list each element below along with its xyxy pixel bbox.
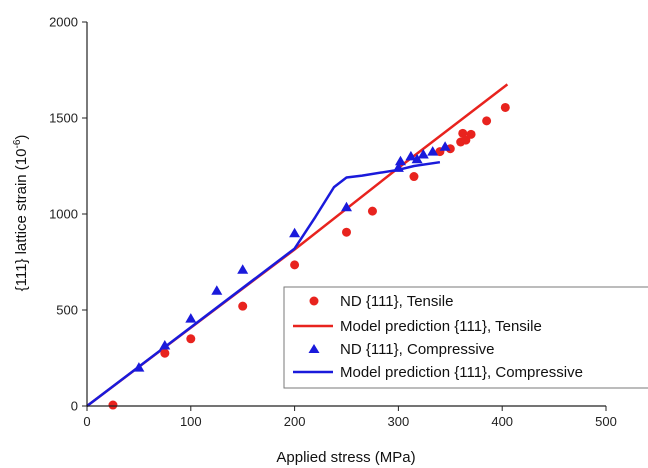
y-axis-label: {111} lattice strain (10-6) — [12, 135, 30, 292]
legend-marker-triangle — [308, 344, 320, 353]
data-point-circle — [458, 128, 468, 138]
data-point-triangle — [159, 340, 171, 350]
data-point-circle — [461, 135, 471, 145]
data-point-circle — [186, 334, 196, 344]
legend-item-compressive-points: ND {111}, Compressive — [308, 341, 495, 358]
plot-area — [86, 83, 510, 410]
x-tick-label: 500 — [595, 414, 617, 429]
legend-label: ND {111}, Tensile — [340, 293, 453, 310]
x-axis-label: Applied stress (MPa) — [276, 449, 415, 466]
data-point-circle — [342, 227, 351, 237]
x-tick-label: 300 — [388, 414, 410, 429]
legend-item-compressive-model: Model prediction {111}, Compressive — [293, 364, 583, 381]
data-point-triangle — [427, 146, 439, 156]
data-point-triangle — [395, 155, 406, 166]
data-point-circle — [500, 102, 510, 112]
series-line — [86, 160, 441, 407]
data-point-triangle — [439, 141, 451, 151]
data-point-triangle — [417, 149, 429, 159]
data-point-circle — [290, 260, 300, 270]
y-tick-label: 2000 — [49, 15, 78, 30]
x-tick-label: 100 — [180, 414, 202, 429]
legend-item-tensile-points: ND {111}, Tensile — [309, 293, 453, 310]
data-point-triangle — [237, 264, 249, 274]
data-point-triangle — [211, 285, 223, 295]
data-point-triangle — [392, 162, 404, 172]
x-tick-label: 400 — [491, 414, 513, 429]
data-point-triangle — [185, 313, 197, 323]
legend-item-tensile-model: Model prediction {111}, Tensile — [293, 318, 542, 335]
data-point-circle — [108, 400, 118, 410]
data-point-circle — [367, 206, 377, 216]
legend-marker-circle — [309, 296, 319, 306]
x-tick-label: 200 — [284, 414, 306, 429]
data-point-triangle — [411, 153, 423, 164]
y-axis-label-close: ) — [13, 135, 30, 140]
y-tick-label: 1000 — [49, 207, 78, 222]
data-point-circle — [482, 116, 492, 126]
data-point-circle — [409, 172, 419, 182]
y-axis-label-superscript: -6 — [12, 139, 23, 148]
data-point-circle — [238, 301, 248, 311]
x-tick-label: 0 — [83, 414, 90, 429]
y-tick-label: 500 — [56, 303, 78, 318]
legend-label: ND {111}, Compressive — [340, 341, 495, 358]
legend-label: Model prediction {111}, Tensile — [340, 318, 542, 335]
legend: ND {111}, Tensile Model prediction {111}… — [283, 286, 648, 389]
y-tick-label: 0 — [71, 399, 78, 414]
ticks: 0 100 200 300 400 500 0 500 1000 1500 2000 — [49, 15, 617, 430]
y-tick-label: 1500 — [49, 111, 78, 126]
legend-box — [283, 286, 648, 389]
data-point-triangle — [133, 362, 145, 372]
y-axis-label-main: {111} lattice strain (10 — [13, 149, 30, 292]
data-point-triangle — [289, 227, 301, 238]
data-point-circle — [466, 129, 476, 139]
data-point-triangle — [405, 150, 417, 161]
legend-label: Model prediction {111}, Compressive — [340, 364, 583, 381]
data-point-triangle — [341, 201, 352, 212]
data-point-circle — [160, 348, 170, 358]
